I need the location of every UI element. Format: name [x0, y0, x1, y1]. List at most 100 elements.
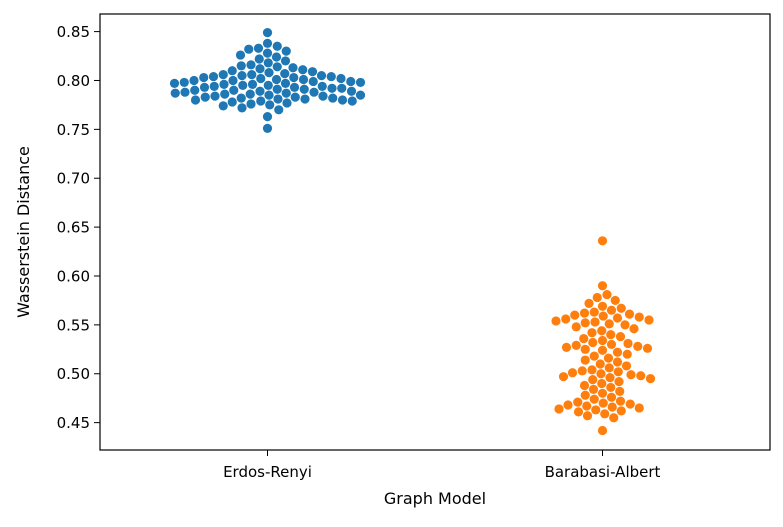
data-point [621, 361, 632, 371]
data-point [237, 70, 247, 81]
data-point [317, 81, 327, 91]
data-point [580, 344, 590, 354]
data-point [272, 62, 282, 72]
data-point [613, 367, 623, 377]
data-point [237, 103, 247, 113]
data-point [571, 322, 581, 332]
x-tick-label: Barabasi-Albert [545, 463, 661, 481]
data-point [607, 402, 617, 412]
data-point [577, 366, 587, 376]
data-point [318, 91, 328, 101]
data-point [227, 66, 237, 76]
data-point [245, 89, 255, 99]
data-point [642, 343, 653, 353]
data-point [355, 90, 366, 100]
data-point [288, 63, 298, 73]
data-point [265, 100, 275, 110]
data-point [629, 324, 639, 334]
data-point [327, 83, 337, 93]
data-point [253, 43, 264, 53]
data-point [606, 392, 617, 402]
data-point [589, 394, 599, 404]
data-point [180, 87, 190, 97]
data-point [227, 97, 237, 107]
data-point [606, 330, 616, 340]
data-point [636, 371, 646, 381]
data-point [255, 86, 265, 96]
data-point [328, 93, 338, 103]
data-point [262, 112, 273, 122]
data-point [209, 81, 219, 91]
data-point [300, 94, 310, 104]
data-point [169, 78, 180, 89]
data-point [210, 91, 220, 101]
points-layer [169, 27, 656, 436]
data-point [571, 340, 581, 350]
x-axis: Erdos-Renyi Barabasi-Albert [223, 450, 661, 481]
data-point [246, 60, 256, 70]
data-point [584, 298, 594, 308]
data-point [598, 311, 608, 321]
data-point [256, 73, 266, 84]
data-point [573, 397, 583, 407]
data-point [262, 123, 273, 133]
data-point [256, 96, 266, 106]
data-point [615, 332, 626, 342]
y-tick-label: 0.65 [57, 219, 90, 237]
data-point [596, 369, 606, 379]
data-point [590, 317, 600, 327]
data-point [602, 289, 612, 300]
data-point [580, 318, 590, 328]
data-point [573, 407, 584, 417]
data-point [254, 54, 264, 64]
data-point [616, 406, 626, 416]
data-point [597, 345, 608, 355]
data-point [615, 396, 626, 406]
data-point [337, 83, 347, 93]
data-point [247, 70, 257, 80]
data-point [570, 310, 580, 320]
y-tick-label: 0.75 [57, 121, 90, 139]
data-point [281, 46, 291, 56]
data-point [280, 69, 290, 79]
data-point [623, 338, 633, 349]
data-point [561, 342, 572, 352]
y-tick-label: 0.45 [57, 414, 90, 432]
data-point [605, 373, 615, 383]
data-point [271, 74, 282, 85]
data-point [273, 94, 283, 104]
data-point [644, 315, 654, 325]
data-point [634, 312, 644, 322]
data-point [199, 72, 209, 83]
data-point [280, 56, 291, 66]
data-point [592, 292, 602, 303]
data-point [346, 76, 356, 87]
data-point [190, 85, 200, 95]
x-axis-label: Graph Model [384, 489, 486, 508]
data-point [190, 95, 201, 105]
data-point [220, 89, 230, 99]
data-point [582, 401, 592, 411]
data-point [588, 375, 598, 385]
data-point [281, 88, 291, 98]
data-point [588, 337, 598, 348]
data-point [589, 351, 599, 361]
data-point [290, 92, 300, 102]
data-point [289, 82, 300, 92]
data-point [622, 349, 632, 359]
data-point [597, 301, 608, 311]
data-point [326, 71, 336, 82]
data-point [346, 86, 357, 96]
data-point [264, 90, 274, 100]
data-point [624, 309, 635, 319]
data-point [264, 68, 274, 78]
data-point [308, 76, 318, 87]
data-point [603, 353, 614, 363]
data-point [634, 403, 644, 413]
data-point [645, 374, 656, 384]
data-point [218, 70, 228, 80]
data-point [262, 27, 273, 38]
data-point [604, 363, 614, 373]
data-point [179, 77, 189, 88]
